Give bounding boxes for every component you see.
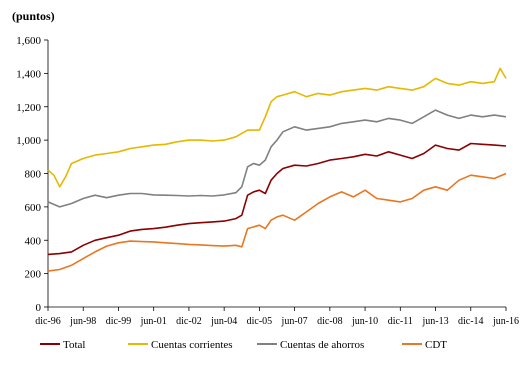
x-tick-label: dic-02 [176, 316, 202, 327]
x-tick-label: dic-99 [106, 316, 132, 327]
axes: 0 200 400 600 800 1,000 1,200 1,400 1,600 dic-96 j… [16, 35, 519, 327]
legend-label: Cuentas corrientes [151, 339, 233, 351]
y-tick-label: 1,600 [16, 35, 41, 47]
series-line-0 [47, 142, 507, 256]
x-tick-label: dic-08 [317, 316, 343, 327]
legend-label: Total [63, 339, 85, 351]
legend-label: Cuentas de ahorros [280, 339, 364, 351]
x-tick-label: jun-04 [210, 316, 237, 327]
y-tick-label: 400 [25, 235, 42, 247]
legend-item: CDT [402, 339, 447, 351]
y-tick-label: 1,400 [16, 68, 41, 80]
x-tick-label: jun-10 [351, 316, 378, 327]
x-tick-label: dic-05 [247, 316, 273, 327]
x-tick-label: jun-13 [421, 316, 448, 327]
y-tick-label: 800 [25, 169, 42, 181]
x-tick-label: dic-96 [35, 316, 61, 327]
legend-item: Total [40, 339, 85, 351]
y-tick-label: 1,000 [16, 135, 41, 147]
x-tick-label: jun-01 [140, 316, 167, 327]
x-tick-label: jun-16 [492, 316, 519, 327]
series-lines [47, 67, 507, 272]
x-tick-label: jun-07 [281, 316, 308, 327]
series-line-2 [47, 109, 507, 208]
x-tick-label: jun-98 [69, 316, 96, 327]
legend-label: CDT [425, 339, 447, 351]
y-axis-unit-label: (puntos) [12, 9, 55, 23]
y-tick-label: 200 [25, 269, 42, 281]
x-tick-label: dic-11 [388, 316, 413, 327]
y-tick-label: 600 [25, 202, 42, 214]
series-line-1 [47, 67, 507, 188]
legend-item: Cuentas corrientes [128, 339, 233, 351]
x-tick-label: dic-14 [458, 316, 484, 327]
y-tick-label: 0 [36, 302, 42, 314]
y-tick-label: 1,200 [16, 102, 41, 114]
legend: Total Cuentas corrientes Cuentas de ahorro… [40, 339, 447, 351]
series-line-3 [47, 172, 507, 272]
legend-item: Cuentas de ahorros [257, 339, 364, 351]
